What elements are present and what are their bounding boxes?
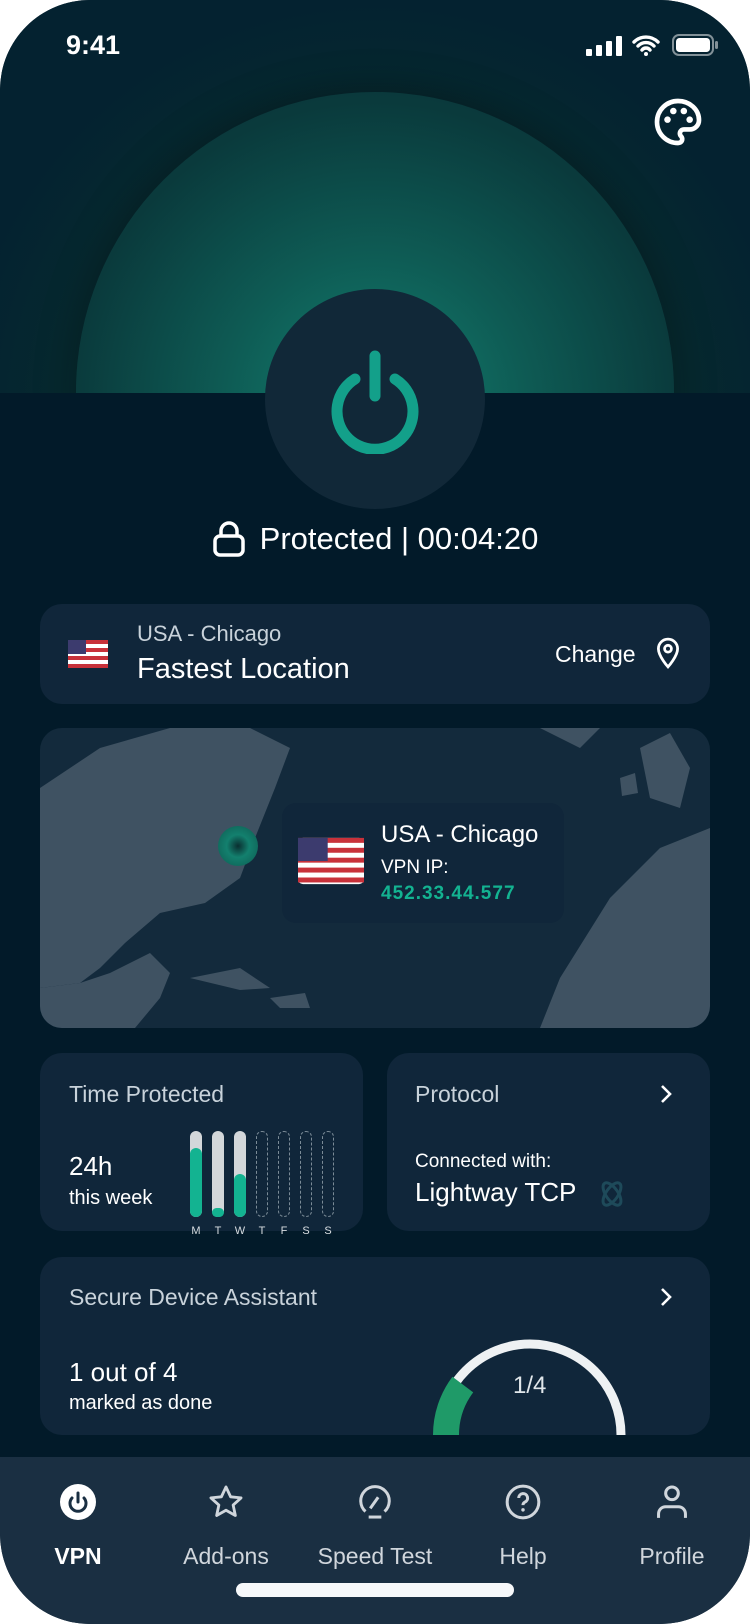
hero-background xyxy=(0,0,750,393)
home-indicator[interactable] xyxy=(236,1583,514,1597)
assistant-count: 1 out of 4 xyxy=(69,1357,178,1387)
day-label: S xyxy=(324,1225,332,1237)
day-label: S xyxy=(302,1225,310,1237)
tab-help[interactable]: Help xyxy=(448,1483,598,1570)
tab-label: Add-ons xyxy=(183,1543,269,1569)
usa-flag-icon xyxy=(298,837,364,885)
gauge-label: 1/4 xyxy=(513,1372,547,1399)
power-icon xyxy=(60,1484,96,1520)
status-time: 9:41 xyxy=(66,30,121,60)
location-label: Fastest Location xyxy=(137,653,350,685)
tab-speed-test[interactable]: Speed Test xyxy=(300,1483,450,1570)
day-bar-fill xyxy=(190,1148,202,1217)
lightway-icon xyxy=(601,1181,623,1207)
hours-value: 24h xyxy=(69,1151,113,1181)
palette-icon[interactable] xyxy=(650,94,706,150)
protocol-card[interactable]: Protocol Connected with: Lightway TCP xyxy=(387,1053,710,1231)
assistant-status: marked as done xyxy=(69,1392,213,1414)
chevron-right-icon xyxy=(661,1288,672,1306)
day-bar xyxy=(256,1131,268,1217)
usa-flag-icon xyxy=(68,640,108,668)
power-icon xyxy=(331,350,419,454)
hours-period: this week xyxy=(69,1187,153,1209)
day-bar xyxy=(234,1131,246,1217)
tab-label: Speed Test xyxy=(317,1543,433,1569)
day-bar-fill xyxy=(212,1208,224,1217)
bottom-tab-bar: VPN Add-ons Speed Test Help Profile xyxy=(0,1457,750,1624)
server-tooltip: USA - Chicago VPN IP: 452.33.44.577 xyxy=(282,803,564,923)
time-protected-title: Time Protected xyxy=(69,1081,225,1107)
tab-profile[interactable]: Profile xyxy=(597,1483,747,1570)
tab-label: Profile xyxy=(639,1543,705,1569)
tab-add-ons[interactable]: Add-ons xyxy=(151,1483,301,1570)
tooltip-city: USA - Chicago xyxy=(381,821,539,848)
tooltip-ip-label: VPN IP: xyxy=(381,857,449,878)
gauge-progress-arc xyxy=(433,1376,474,1435)
day-bar xyxy=(212,1131,224,1217)
tab-vpn[interactable]: VPN xyxy=(3,1483,153,1570)
status-bar: 9:41 xyxy=(0,28,750,68)
battery-icon xyxy=(672,34,718,56)
chevron-right-icon xyxy=(661,1085,672,1103)
location-card[interactable]: USA - Chicago Fastest Location Change xyxy=(40,604,710,704)
location-pin-icon xyxy=(657,637,679,669)
day-bar xyxy=(322,1131,334,1217)
connection-status: Protected | 00:04:20 xyxy=(0,520,750,558)
user-icon xyxy=(657,1485,687,1518)
secure-device-assistant-card[interactable]: Secure Device Assistant 1 out of 4 marke… xyxy=(40,1257,710,1435)
change-location-button[interactable]: Change xyxy=(555,641,636,667)
status-text: Protected | 00:04:20 xyxy=(259,521,539,556)
protocol-title: Protocol xyxy=(415,1081,500,1107)
location-country: USA - Chicago xyxy=(137,621,282,646)
day-label: T xyxy=(214,1225,222,1237)
server-location-marker[interactable] xyxy=(218,826,258,866)
day-bar xyxy=(278,1131,290,1217)
protocol-connected-label: Connected with: xyxy=(415,1151,552,1172)
star-icon xyxy=(209,1485,243,1517)
assistant-title: Secure Device Assistant xyxy=(69,1284,318,1310)
protocol-name: Lightway TCP xyxy=(415,1177,577,1207)
wifi-icon xyxy=(632,35,660,56)
day-label: W xyxy=(234,1225,246,1237)
tab-label: Help xyxy=(499,1543,547,1569)
day-bar-fill xyxy=(234,1174,246,1217)
day-label: F xyxy=(280,1225,288,1237)
world-map xyxy=(40,728,710,1028)
lock-icon xyxy=(212,521,245,557)
tooltip-ip: 452.33.44.577 xyxy=(381,883,516,904)
signal-icon xyxy=(586,36,622,56)
day-bar xyxy=(300,1131,312,1217)
map-card[interactable]: USA - Chicago VPN IP: 452.33.44.577 xyxy=(40,728,710,1028)
tab-label: VPN xyxy=(54,1543,102,1569)
help-icon xyxy=(505,1484,541,1520)
day-label: M xyxy=(191,1225,201,1237)
progress-gauge xyxy=(433,1339,626,1435)
day-bar xyxy=(190,1131,202,1217)
connect-power-button[interactable] xyxy=(265,289,485,509)
day-label: T xyxy=(258,1225,266,1237)
speedometer-icon xyxy=(359,1485,391,1519)
